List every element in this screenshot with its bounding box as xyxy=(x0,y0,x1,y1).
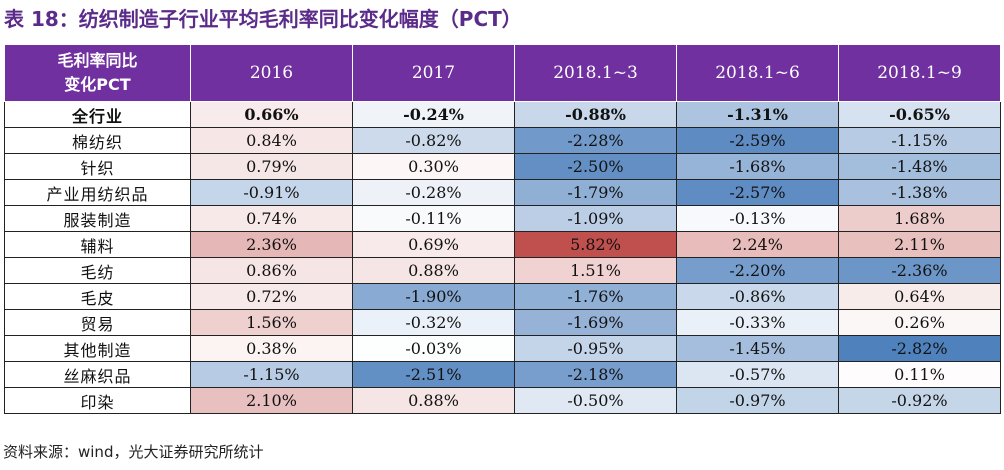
column-header-2017: 2017 xyxy=(352,44,515,102)
corner-header: 毛利率同比 变化PCT xyxy=(4,44,191,102)
table-cell: -2.59% xyxy=(676,127,839,154)
table-cell: -1.38% xyxy=(838,179,1001,206)
row-label: 产业用纺织品 xyxy=(4,179,191,206)
table-cell: 0.38% xyxy=(190,335,353,362)
table-row: 其他制造 0.38% -0.03% -0.95% -1.45% -2.82% xyxy=(4,335,1001,362)
table-cell: -2.82% xyxy=(838,335,1001,362)
table-cell: -0.28% xyxy=(352,179,515,206)
table-row: 针织 0.79% 0.30% -2.50% -1.68% -1.48% xyxy=(4,153,1001,180)
row-label: 针织 xyxy=(4,153,191,180)
column-header-2018-q1: 2018.1~3 xyxy=(514,44,677,102)
table-title: 表 18：纺织制造子行业平均毛利率同比变化幅度（PCT） xyxy=(4,7,522,31)
table-cell: -1.09% xyxy=(514,205,677,232)
table-cell: 1.68% xyxy=(838,205,1001,232)
row-label: 印染 xyxy=(4,387,191,414)
table-cell: -1.48% xyxy=(838,153,1001,180)
table-cell: -1.31% xyxy=(676,101,839,128)
table-cell: 0.86% xyxy=(190,257,353,284)
table-row: 辅料 2.36% 0.69% 5.82% 2.24% 2.11% xyxy=(4,231,1001,258)
table-cell: -1.15% xyxy=(838,127,1001,154)
table-cell: 0.69% xyxy=(352,231,515,258)
table-cell: 0.30% xyxy=(352,153,515,180)
table-cell: -0.50% xyxy=(514,387,677,414)
table-cell: -0.82% xyxy=(352,127,515,154)
corner-header-line2: 变化PCT xyxy=(64,75,131,94)
table-cell: -0.32% xyxy=(352,309,515,336)
row-label: 棉纺织 xyxy=(4,127,191,154)
table-cell: -1.79% xyxy=(514,179,677,206)
row-label: 贸易 xyxy=(4,309,191,336)
table-cell: -2.50% xyxy=(514,153,677,180)
table-cell: 0.84% xyxy=(190,127,353,154)
table-row: 产业用纺织品 -0.91% -0.28% -1.79% -2.57% -1.38% xyxy=(4,179,1001,206)
table-cell: 0.88% xyxy=(352,257,515,284)
table-cell: -0.95% xyxy=(514,335,677,362)
table-row: 毛纺 0.86% 0.88% 1.51% -2.20% -2.36% xyxy=(4,257,1001,284)
table-cell: 0.72% xyxy=(190,283,353,310)
table-cell: -0.33% xyxy=(676,309,839,336)
table-cell: 0.64% xyxy=(838,283,1001,310)
header-row: 毛利率同比 变化PCT 2016 2017 2018.1~3 2018.1~6 … xyxy=(4,44,1001,102)
column-header-2016: 2016 xyxy=(190,44,353,102)
table-cell: -1.68% xyxy=(676,153,839,180)
table-cell: 1.51% xyxy=(514,257,677,284)
table-cell: -0.65% xyxy=(838,101,1001,128)
table-cell: -2.57% xyxy=(676,179,839,206)
table-cell: 5.82% xyxy=(514,231,677,258)
table-cell: 0.66% xyxy=(190,101,353,128)
table-cell: -2.28% xyxy=(514,127,677,154)
table-cell: 0.88% xyxy=(352,387,515,414)
table-cell: -0.97% xyxy=(676,387,839,414)
row-label: 服装制造 xyxy=(4,205,191,232)
table-cell: 2.24% xyxy=(676,231,839,258)
source-note: 资料来源：wind，光大证券研究所统计 xyxy=(3,443,264,461)
table-cell: -0.13% xyxy=(676,205,839,232)
table-cell: -1.76% xyxy=(514,283,677,310)
row-label: 丝麻织品 xyxy=(4,361,191,388)
row-label: 毛皮 xyxy=(4,283,191,310)
table-row: 棉纺织 0.84% -0.82% -2.28% -2.59% -1.15% xyxy=(4,127,1001,154)
table-row: 毛皮 0.72% -1.90% -1.76% -0.86% 0.64% xyxy=(4,283,1001,310)
table-cell: 0.11% xyxy=(838,361,1001,388)
margin-change-table: 毛利率同比 变化PCT 2016 2017 2018.1~3 2018.1~6 … xyxy=(4,44,1001,414)
table-cell: -1.69% xyxy=(514,309,677,336)
table-cell: 1.56% xyxy=(190,309,353,336)
row-label: 辅料 xyxy=(4,231,191,258)
table-cell: 0.26% xyxy=(838,309,1001,336)
table-cell: -2.51% xyxy=(352,361,515,388)
table-cell: -0.24% xyxy=(352,101,515,128)
corner-header-line1: 毛利率同比 xyxy=(57,51,138,70)
table-cell: -1.15% xyxy=(190,361,353,388)
table-cell: -2.20% xyxy=(676,257,839,284)
table-cell: -0.92% xyxy=(838,387,1001,414)
table-cell: 0.79% xyxy=(190,153,353,180)
table-cell: 2.36% xyxy=(190,231,353,258)
table-cell: -2.18% xyxy=(514,361,677,388)
table-cell: -0.88% xyxy=(514,101,677,128)
table-cell: 2.10% xyxy=(190,387,353,414)
table-cell: -1.45% xyxy=(676,335,839,362)
column-header-2018-q3: 2018.1~9 xyxy=(838,44,1001,102)
column-header-2018-h1: 2018.1~6 xyxy=(676,44,839,102)
table-cell: -0.11% xyxy=(352,205,515,232)
table-row: 服装制造 0.74% -0.11% -1.09% -0.13% 1.68% xyxy=(4,205,1001,232)
table-row: 全行业 0.66% -0.24% -0.88% -1.31% -0.65% xyxy=(4,101,1001,128)
table-row: 丝麻织品 -1.15% -2.51% -2.18% -0.57% 0.11% xyxy=(4,361,1001,388)
table-cell: 0.74% xyxy=(190,205,353,232)
table-row: 印染 2.10% 0.88% -0.50% -0.97% -0.92% xyxy=(4,387,1001,414)
table-row: 贸易 1.56% -0.32% -1.69% -0.33% 0.26% xyxy=(4,309,1001,336)
table-cell: -0.86% xyxy=(676,283,839,310)
table-cell: -0.91% xyxy=(190,179,353,206)
row-label: 其他制造 xyxy=(4,335,191,362)
row-label: 全行业 xyxy=(4,101,191,128)
row-label: 毛纺 xyxy=(4,257,191,284)
table-cell: -1.90% xyxy=(352,283,515,310)
table-cell: -0.57% xyxy=(676,361,839,388)
table-cell: -2.36% xyxy=(838,257,1001,284)
table-cell: 2.11% xyxy=(838,231,1001,258)
table-cell: -0.03% xyxy=(352,335,515,362)
